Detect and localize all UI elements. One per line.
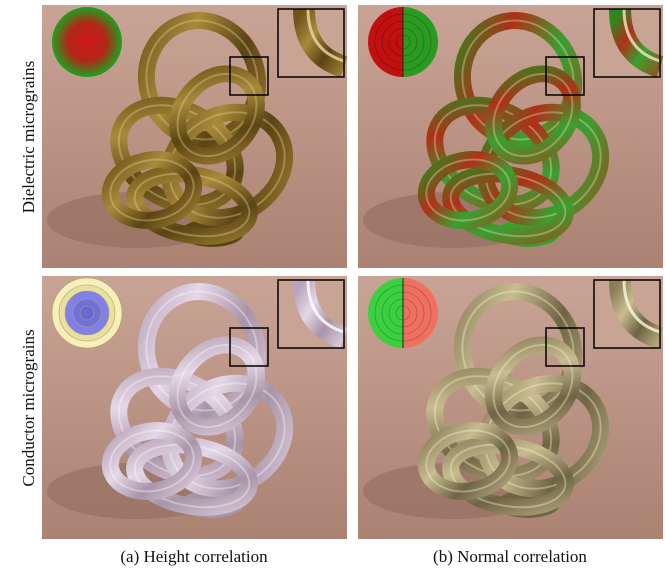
- zoom-frame: [277, 279, 345, 349]
- knot-highlight: [176, 343, 258, 429]
- knot-tube: [101, 151, 203, 229]
- disk-ring: [79, 305, 95, 321]
- zoom-tube: [609, 8, 664, 78]
- knot-highlight: [176, 72, 258, 158]
- knot-tube: [485, 65, 581, 165]
- zoom-inset: [277, 8, 348, 78]
- zoom-tube: [293, 8, 348, 78]
- zoom-region: [545, 327, 585, 367]
- zoom-inset: [593, 8, 664, 78]
- zoom-highlight: [622, 279, 661, 334]
- zoom-region: [545, 56, 585, 96]
- disk-half: [368, 278, 403, 348]
- knot-highlight: [109, 158, 195, 222]
- disk: [52, 7, 122, 77]
- zoom-frame: [277, 8, 345, 78]
- zoom-inset: [593, 279, 664, 349]
- knot-highlight: [109, 429, 195, 493]
- zoom-inset: [277, 279, 348, 349]
- knot: [417, 283, 610, 518]
- knot: [101, 12, 294, 247]
- zoom-highlight: [306, 279, 345, 334]
- knot-tube: [417, 151, 519, 229]
- row-label: Conductor micrograins: [19, 329, 38, 486]
- column-caption: (a) Height correlation: [120, 547, 268, 566]
- render-panel: [42, 5, 348, 268]
- zoom-frame: [593, 279, 661, 349]
- render-panel: [358, 276, 664, 539]
- knot-highlight: [492, 72, 574, 158]
- disk-half: [368, 7, 403, 77]
- microgeometry-disk: [52, 7, 122, 77]
- knot: [417, 12, 610, 247]
- knot-tube: [169, 65, 265, 165]
- zoom-region: [229, 327, 269, 367]
- zoom-frame: [593, 8, 661, 78]
- microgeometry-disk: [51, 277, 123, 349]
- knot: [101, 283, 294, 518]
- knot-highlight: [425, 158, 511, 222]
- render-panel: [42, 276, 348, 539]
- zoom-tube: [609, 279, 664, 349]
- row-label: Dielectric micrograins: [19, 61, 38, 213]
- column-caption: (b) Normal correlation: [433, 547, 587, 566]
- knot-tube: [101, 422, 203, 500]
- disk-half: [403, 278, 438, 348]
- zoom-highlight: [306, 8, 345, 63]
- knot-tube: [417, 422, 519, 500]
- knot-tube: [485, 336, 581, 436]
- zoom-tube: [293, 279, 348, 349]
- microgeometry-disk: [368, 7, 438, 77]
- microgeometry-disk: [368, 278, 438, 348]
- zoom-highlight: [622, 8, 661, 63]
- knot-highlight: [492, 343, 574, 429]
- knot-highlight: [425, 429, 511, 493]
- render-panel: [358, 5, 664, 268]
- disk-half: [403, 7, 438, 77]
- zoom-region: [229, 56, 269, 96]
- knot-tube: [169, 336, 265, 436]
